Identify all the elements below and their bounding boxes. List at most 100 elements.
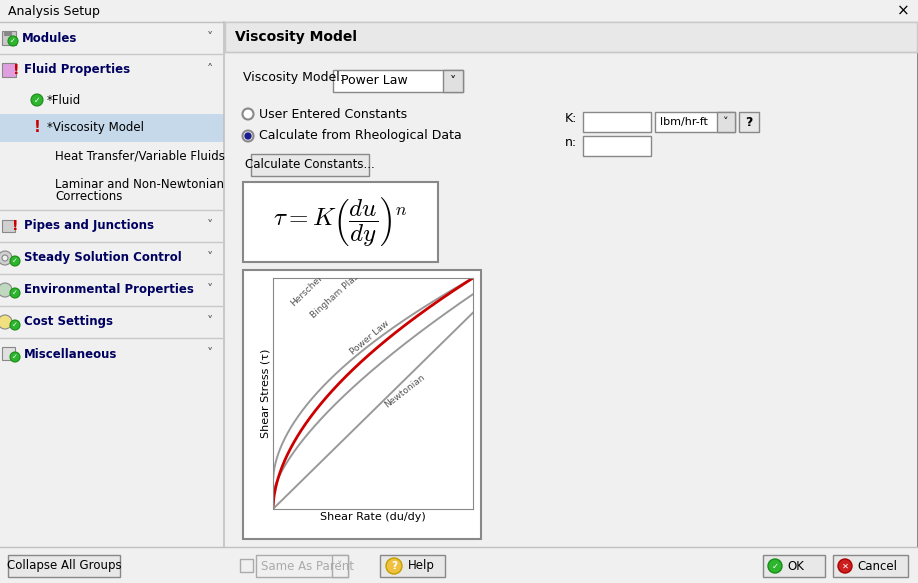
Circle shape [0, 283, 12, 297]
Circle shape [10, 288, 20, 298]
Text: ˅: ˅ [207, 220, 213, 233]
Circle shape [2, 255, 8, 261]
Text: ✓: ✓ [34, 96, 40, 104]
Bar [2, 63, 16, 77]
Text: ˄: ˄ [207, 64, 213, 76]
Text: ✓: ✓ [10, 38, 16, 44]
Text: Fluid Properties: Fluid Properties [24, 64, 130, 76]
Circle shape [0, 251, 12, 265]
Text: ×: × [897, 3, 910, 19]
Circle shape [8, 36, 18, 46]
Bar [717, 112, 735, 132]
Text: OK: OK [787, 560, 804, 573]
Text: Calculate Constants...: Calculate Constants... [245, 159, 375, 171]
Text: !: ! [34, 121, 40, 135]
Text: Pipes and Junctions: Pipes and Junctions [24, 220, 154, 233]
Bar [583, 136, 651, 156]
Bar [225, 22, 917, 52]
Text: Power Law: Power Law [349, 319, 392, 357]
Circle shape [31, 94, 43, 106]
Text: ˅: ˅ [207, 31, 213, 44]
Text: ˅: ˅ [207, 347, 213, 360]
Text: Bingham Plastic: Bingham Plastic [309, 264, 369, 319]
Text: Cancel: Cancel [857, 560, 897, 573]
Circle shape [245, 133, 251, 139]
Bar [380, 555, 445, 577]
Text: ✓: ✓ [12, 322, 18, 328]
Bar [0, 22, 224, 547]
Bar [2, 347, 15, 360]
Bar [739, 112, 759, 132]
Text: Calculate from Rheological Data: Calculate from Rheological Data [259, 129, 462, 142]
Bar [2, 220, 15, 232]
Circle shape [10, 256, 20, 266]
Circle shape [242, 131, 253, 142]
Bar [251, 154, 369, 176]
Text: ?: ? [391, 561, 397, 571]
Text: Viscosity Model: Viscosity Model [235, 30, 357, 44]
Bar [0, 547, 918, 583]
Bar [256, 555, 348, 577]
Circle shape [386, 558, 402, 574]
Bar [243, 270, 481, 539]
Bar [443, 70, 463, 92]
Bar [0, 0, 918, 22]
X-axis label: Shear Rate (du/dy): Shear Rate (du/dy) [320, 512, 426, 522]
Y-axis label: Shear Stress (τ): Shear Stress (τ) [260, 349, 270, 438]
Text: ˅: ˅ [450, 75, 456, 87]
Text: n:: n: [565, 136, 577, 149]
Text: Viscosity Model:: Viscosity Model: [243, 71, 344, 83]
Circle shape [838, 559, 852, 573]
Text: $\tau = K\left(\dfrac{du}{dy}\right)^n$: $\tau = K\left(\dfrac{du}{dy}\right)^n$ [273, 195, 408, 248]
Bar [2, 31, 16, 45]
Text: ✓: ✓ [12, 258, 18, 264]
Text: Heat Transfer/Variable Fluids: Heat Transfer/Variable Fluids [55, 149, 225, 163]
Bar [655, 112, 735, 132]
Text: User Entered Constants: User Entered Constants [259, 107, 407, 121]
Text: ✓: ✓ [12, 354, 18, 360]
Circle shape [0, 315, 12, 329]
Text: !: ! [12, 219, 18, 233]
Circle shape [10, 320, 20, 330]
Circle shape [768, 559, 782, 573]
Text: Help: Help [408, 560, 435, 573]
Text: ✓: ✓ [12, 290, 18, 296]
Text: Cost Settings: Cost Settings [24, 315, 113, 328]
Text: ?: ? [745, 115, 753, 128]
Circle shape [10, 352, 20, 362]
Bar [240, 559, 253, 572]
Text: Same As Parent: Same As Parent [261, 560, 354, 573]
Text: *Viscosity Model: *Viscosity Model [47, 121, 144, 135]
Text: ˅: ˅ [337, 561, 342, 571]
Text: Environmental Properties: Environmental Properties [24, 283, 194, 297]
Text: ✕: ✕ [842, 561, 848, 571]
Text: Steady Solution Control: Steady Solution Control [24, 251, 182, 265]
Text: lbm/hr-ft: lbm/hr-ft [660, 117, 708, 127]
Bar [332, 555, 348, 577]
Bar [8, 555, 120, 577]
Text: ˅: ˅ [207, 283, 213, 297]
Text: !: ! [13, 63, 19, 77]
Text: Analysis Setup: Analysis Setup [8, 5, 100, 17]
Text: ˅: ˅ [723, 117, 729, 127]
Text: Modules: Modules [22, 31, 77, 44]
Text: Power Law: Power Law [341, 75, 408, 87]
Bar [4, 31, 12, 36]
Text: K:: K: [565, 113, 577, 125]
Bar [833, 555, 908, 577]
Text: ˅: ˅ [207, 315, 213, 328]
Text: ✓: ✓ [771, 561, 778, 571]
Text: Laminar and Non-Newtonian: Laminar and Non-Newtonian [55, 177, 224, 191]
Bar [583, 112, 651, 132]
Text: ˅: ˅ [207, 251, 213, 265]
Text: Corrections: Corrections [55, 191, 122, 203]
Bar [225, 22, 917, 547]
Circle shape [242, 108, 253, 120]
Text: *Fluid: *Fluid [47, 93, 82, 107]
Text: Miscellaneous: Miscellaneous [24, 347, 118, 360]
Bar [763, 555, 825, 577]
Text: Herschel-Bulkley: Herschel-Bulkley [289, 249, 350, 308]
Bar [333, 70, 463, 92]
Text: Newtonian: Newtonian [383, 373, 427, 410]
Bar [0, 114, 224, 142]
